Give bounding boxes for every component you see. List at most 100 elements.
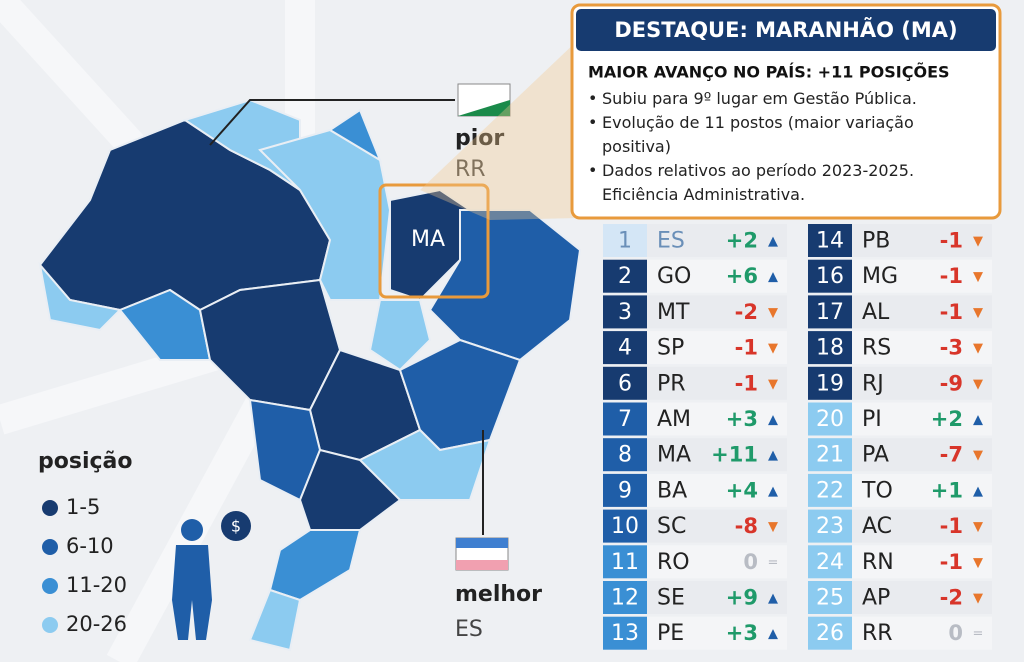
state: GO: [657, 264, 691, 289]
worst-state: RR: [455, 157, 486, 182]
state: AL: [862, 300, 890, 325]
worst-label: pior: [455, 126, 504, 151]
change: -8: [735, 514, 758, 538]
worst-pointer: [209, 99, 455, 146]
person-icon: $: [172, 511, 251, 640]
legend-label: 6-10: [66, 534, 114, 558]
rank-cell: [808, 259, 852, 293]
rank-cell: [603, 295, 647, 329]
change-arrow: =: [973, 627, 984, 642]
state: PI: [862, 407, 882, 432]
change-arrow: ▼: [973, 377, 983, 392]
rank-cell: [808, 224, 852, 257]
callout-beam: [420, 40, 578, 220]
change: -1: [940, 550, 963, 574]
region-rs: [248, 588, 302, 652]
rank-cell: [603, 509, 647, 543]
rank-cell: [603, 402, 647, 436]
change: -9: [940, 371, 963, 395]
change-arrow: ▼: [973, 520, 983, 535]
state: PB: [862, 229, 890, 254]
rank: 25: [816, 586, 844, 611]
bullet-dot: •: [588, 89, 597, 108]
change-arrow: ▼: [973, 341, 983, 356]
rank-cell: [603, 331, 647, 365]
rank-cell: [603, 616, 647, 650]
best-label: melhor: [455, 582, 542, 607]
rank: 8: [618, 443, 632, 468]
ranking-table: 1 ES +2 ▲ 2 GO +6 ▲ 3 MT -2 ▼ 4 SP -1 ▼ 6 PR -1 ▼ 7 AM +3 ▲ 8 MA +…: [603, 224, 992, 650]
change-arrow: ▲: [768, 448, 778, 463]
rank-cell: [808, 295, 852, 329]
rank: 4: [618, 336, 632, 361]
state: SE: [657, 586, 685, 611]
change: -1: [940, 514, 963, 538]
state: RJ: [862, 371, 884, 396]
change: +6: [726, 264, 758, 288]
state: RS: [862, 336, 891, 361]
state: SC: [657, 514, 686, 539]
change: +2: [726, 229, 758, 253]
rank: 12: [611, 586, 639, 611]
rank: 7: [618, 407, 632, 432]
region-ac: [38, 261, 123, 332]
region-to: [368, 299, 432, 372]
change-arrow: ▼: [973, 448, 983, 463]
change-arrow: ▲: [768, 484, 778, 499]
change: +9: [726, 586, 758, 610]
change-arrow: ▼: [973, 555, 983, 570]
region-ap: [328, 108, 383, 163]
change-arrow: =: [768, 555, 779, 570]
change-arrow: ▲: [973, 484, 983, 499]
state: MG: [862, 264, 898, 289]
rank-cell: [808, 545, 852, 579]
change-arrow: ▲: [973, 413, 983, 428]
callout-header: [576, 9, 996, 51]
state: BA: [657, 478, 687, 503]
rank-cell: [808, 331, 852, 365]
rank-cell: [603, 581, 647, 614]
change-arrow: ▲: [768, 270, 778, 285]
rank: 2: [618, 264, 632, 289]
state: TO: [861, 478, 893, 503]
legend: 1-5 6-10 11-20 20-26: [42, 495, 127, 636]
rank: 26: [816, 621, 844, 646]
change-arrow: ▼: [973, 305, 983, 320]
change: +1: [931, 478, 963, 502]
rank-cell: [603, 473, 647, 507]
change-arrow: ▲: [768, 413, 778, 428]
state: MT: [657, 300, 690, 325]
state: ES: [657, 229, 685, 254]
rank: 10: [611, 514, 639, 539]
rank: 17: [816, 300, 844, 325]
rank-cell: [808, 581, 852, 614]
change: -1: [735, 336, 758, 360]
highlight-box: [378, 183, 490, 299]
legend-label: 20-26: [66, 612, 127, 636]
rank: 19: [816, 371, 844, 396]
rank: 21: [816, 443, 844, 468]
change-arrow: ▼: [973, 234, 983, 249]
legend-title: posição: [38, 449, 133, 474]
rank-cell: [603, 366, 647, 400]
change: 0: [743, 550, 758, 574]
change-arrow: ▼: [768, 520, 778, 535]
legend-label: 11-20: [66, 573, 127, 597]
rank-cell: [603, 259, 647, 293]
change: -7: [940, 443, 963, 467]
change-arrow: ▼: [768, 341, 778, 356]
rank: 9: [618, 478, 632, 503]
change: 0: [948, 621, 963, 645]
change: +3: [726, 407, 758, 431]
rank-cell: [808, 438, 852, 472]
state: MA: [657, 443, 691, 468]
rank: 11: [611, 550, 639, 575]
bullet-line: Dados relativos ao período 2023-2025.: [602, 161, 914, 180]
brazil-map: [38, 98, 582, 652]
rr-flag-stripe: [458, 100, 510, 116]
state: RO: [657, 550, 690, 575]
state: AC: [862, 514, 892, 539]
legend-swatch: [42, 539, 58, 555]
rank: 20: [816, 407, 844, 432]
